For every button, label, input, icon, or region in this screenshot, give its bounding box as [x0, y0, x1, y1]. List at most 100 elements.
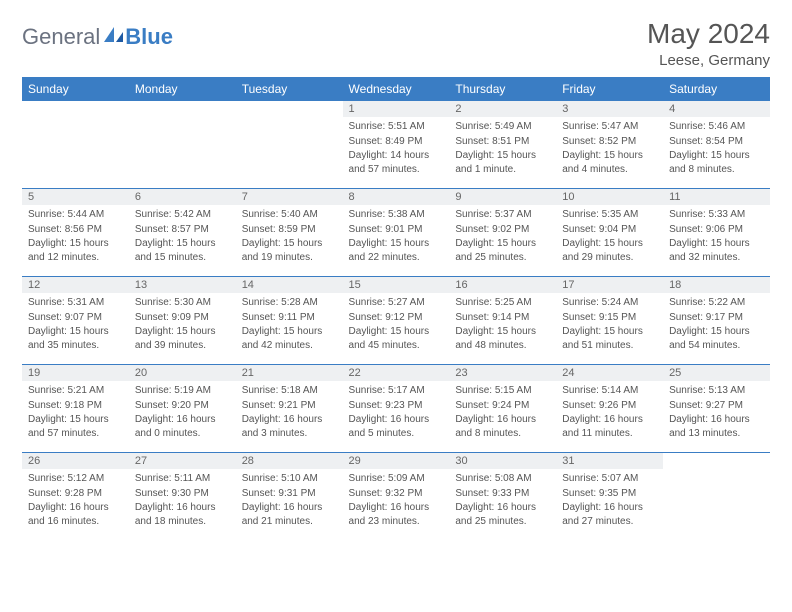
daylight-line: Daylight: 15 hours and 39 minutes. — [135, 325, 230, 352]
day-number: 24 — [556, 365, 663, 381]
sunset-line: Sunset: 8:57 PM — [135, 223, 230, 237]
daylight-line: Daylight: 15 hours and 54 minutes. — [669, 325, 764, 352]
sunrise-line: Sunrise: 5:25 AM — [455, 296, 550, 310]
calendar-header-row: SundayMondayTuesdayWednesdayThursdayFrid… — [22, 78, 770, 101]
calendar-day-cell: 20Sunrise: 5:19 AMSunset: 9:20 PMDayligh… — [129, 365, 236, 453]
sunrise-line: Sunrise: 5:35 AM — [562, 208, 657, 222]
day-number: 16 — [449, 277, 556, 293]
daylight-line: Daylight: 15 hours and 57 minutes. — [28, 413, 123, 440]
sunset-line: Sunset: 8:49 PM — [349, 135, 444, 149]
sunset-line: Sunset: 9:17 PM — [669, 311, 764, 325]
calendar-day-cell: 17Sunrise: 5:24 AMSunset: 9:15 PMDayligh… — [556, 277, 663, 365]
sunrise-line: Sunrise: 5:19 AM — [135, 384, 230, 398]
sunset-line: Sunset: 9:07 PM — [28, 311, 123, 325]
day-body: Sunrise: 5:11 AMSunset: 9:30 PMDaylight:… — [129, 469, 236, 528]
daylight-line: Daylight: 16 hours and 21 minutes. — [242, 501, 337, 528]
sunset-line: Sunset: 9:24 PM — [455, 399, 550, 413]
calendar-day-cell: 30Sunrise: 5:08 AMSunset: 9:33 PMDayligh… — [449, 453, 556, 541]
sunrise-line: Sunrise: 5:38 AM — [349, 208, 444, 222]
calendar-day-cell: 27Sunrise: 5:11 AMSunset: 9:30 PMDayligh… — [129, 453, 236, 541]
calendar-week-row: 12Sunrise: 5:31 AMSunset: 9:07 PMDayligh… — [22, 277, 770, 365]
day-number: 5 — [22, 189, 129, 205]
dow-header: Tuesday — [236, 78, 343, 101]
day-number: 8 — [343, 189, 450, 205]
sunrise-line: Sunrise: 5:14 AM — [562, 384, 657, 398]
brand-logo: General Blue — [22, 18, 173, 50]
day-number: 31 — [556, 453, 663, 469]
daylight-line: Daylight: 15 hours and 29 minutes. — [562, 237, 657, 264]
sunrise-line: Sunrise: 5:33 AM — [669, 208, 764, 222]
title-block: May 2024 Leese, Germany — [647, 18, 770, 69]
daylight-line: Daylight: 16 hours and 8 minutes. — [455, 413, 550, 440]
day-body: Sunrise: 5:18 AMSunset: 9:21 PMDaylight:… — [236, 381, 343, 440]
calendar-day-cell: 8Sunrise: 5:38 AMSunset: 9:01 PMDaylight… — [343, 189, 450, 277]
calendar-day-cell: 11Sunrise: 5:33 AMSunset: 9:06 PMDayligh… — [663, 189, 770, 277]
day-body: Sunrise: 5:10 AMSunset: 9:31 PMDaylight:… — [236, 469, 343, 528]
daylight-line: Daylight: 15 hours and 42 minutes. — [242, 325, 337, 352]
calendar-day-cell: 3Sunrise: 5:47 AMSunset: 8:52 PMDaylight… — [556, 101, 663, 189]
daylight-line: Daylight: 16 hours and 27 minutes. — [562, 501, 657, 528]
sunrise-line: Sunrise: 5:40 AM — [242, 208, 337, 222]
daylight-line: Daylight: 15 hours and 45 minutes. — [349, 325, 444, 352]
daylight-line: Daylight: 15 hours and 1 minute. — [455, 149, 550, 176]
day-body: Sunrise: 5:19 AMSunset: 9:20 PMDaylight:… — [129, 381, 236, 440]
sunset-line: Sunset: 9:21 PM — [242, 399, 337, 413]
day-body: Sunrise: 5:33 AMSunset: 9:06 PMDaylight:… — [663, 205, 770, 264]
day-body: Sunrise: 5:44 AMSunset: 8:56 PMDaylight:… — [22, 205, 129, 264]
calendar-page: General Blue May 2024 Leese, Germany Sun… — [0, 0, 792, 541]
calendar-day-cell: 14Sunrise: 5:28 AMSunset: 9:11 PMDayligh… — [236, 277, 343, 365]
calendar-day-cell: 6Sunrise: 5:42 AMSunset: 8:57 PMDaylight… — [129, 189, 236, 277]
calendar-table: SundayMondayTuesdayWednesdayThursdayFrid… — [22, 78, 770, 541]
calendar-day-cell: 16Sunrise: 5:25 AMSunset: 9:14 PMDayligh… — [449, 277, 556, 365]
daylight-line: Daylight: 16 hours and 5 minutes. — [349, 413, 444, 440]
calendar-day-cell: 4Sunrise: 5:46 AMSunset: 8:54 PMDaylight… — [663, 101, 770, 189]
sunrise-line: Sunrise: 5:30 AM — [135, 296, 230, 310]
daylight-line: Daylight: 16 hours and 25 minutes. — [455, 501, 550, 528]
daylight-line: Daylight: 16 hours and 0 minutes. — [135, 413, 230, 440]
calendar-day-cell — [236, 101, 343, 189]
sunrise-line: Sunrise: 5:47 AM — [562, 120, 657, 134]
sunrise-line: Sunrise: 5:08 AM — [455, 472, 550, 486]
calendar-day-cell — [129, 101, 236, 189]
sunset-line: Sunset: 9:02 PM — [455, 223, 550, 237]
day-number: 17 — [556, 277, 663, 293]
dow-header: Saturday — [663, 78, 770, 101]
day-body: Sunrise: 5:27 AMSunset: 9:12 PMDaylight:… — [343, 293, 450, 352]
daylight-line: Daylight: 15 hours and 8 minutes. — [669, 149, 764, 176]
calendar-day-cell: 22Sunrise: 5:17 AMSunset: 9:23 PMDayligh… — [343, 365, 450, 453]
sunset-line: Sunset: 9:26 PM — [562, 399, 657, 413]
daylight-line: Daylight: 16 hours and 23 minutes. — [349, 501, 444, 528]
day-number: 25 — [663, 365, 770, 381]
day-number: 27 — [129, 453, 236, 469]
day-number: 6 — [129, 189, 236, 205]
day-number: 11 — [663, 189, 770, 205]
day-body: Sunrise: 5:40 AMSunset: 8:59 PMDaylight:… — [236, 205, 343, 264]
daylight-line: Daylight: 15 hours and 51 minutes. — [562, 325, 657, 352]
calendar-day-cell: 24Sunrise: 5:14 AMSunset: 9:26 PMDayligh… — [556, 365, 663, 453]
brand-sail-icon — [103, 24, 125, 50]
day-number: 28 — [236, 453, 343, 469]
month-title: May 2024 — [647, 18, 770, 50]
sunrise-line: Sunrise: 5:37 AM — [455, 208, 550, 222]
sunset-line: Sunset: 9:32 PM — [349, 487, 444, 501]
sunrise-line: Sunrise: 5:18 AM — [242, 384, 337, 398]
sunset-line: Sunset: 9:27 PM — [669, 399, 764, 413]
daylight-line: Daylight: 16 hours and 3 minutes. — [242, 413, 337, 440]
daylight-line: Daylight: 16 hours and 18 minutes. — [135, 501, 230, 528]
day-body: Sunrise: 5:08 AMSunset: 9:33 PMDaylight:… — [449, 469, 556, 528]
day-number: 15 — [343, 277, 450, 293]
day-body: Sunrise: 5:13 AMSunset: 9:27 PMDaylight:… — [663, 381, 770, 440]
daylight-line: Daylight: 16 hours and 16 minutes. — [28, 501, 123, 528]
sunrise-line: Sunrise: 5:07 AM — [562, 472, 657, 486]
calendar-week-row: 26Sunrise: 5:12 AMSunset: 9:28 PMDayligh… — [22, 453, 770, 541]
calendar-day-cell: 7Sunrise: 5:40 AMSunset: 8:59 PMDaylight… — [236, 189, 343, 277]
calendar-day-cell: 5Sunrise: 5:44 AMSunset: 8:56 PMDaylight… — [22, 189, 129, 277]
sunset-line: Sunset: 8:52 PM — [562, 135, 657, 149]
day-body: Sunrise: 5:47 AMSunset: 8:52 PMDaylight:… — [556, 117, 663, 176]
sunrise-line: Sunrise: 5:28 AM — [242, 296, 337, 310]
day-body: Sunrise: 5:17 AMSunset: 9:23 PMDaylight:… — [343, 381, 450, 440]
day-number: 26 — [22, 453, 129, 469]
sunset-line: Sunset: 9:06 PM — [669, 223, 764, 237]
sunset-line: Sunset: 9:18 PM — [28, 399, 123, 413]
calendar-day-cell: 18Sunrise: 5:22 AMSunset: 9:17 PMDayligh… — [663, 277, 770, 365]
